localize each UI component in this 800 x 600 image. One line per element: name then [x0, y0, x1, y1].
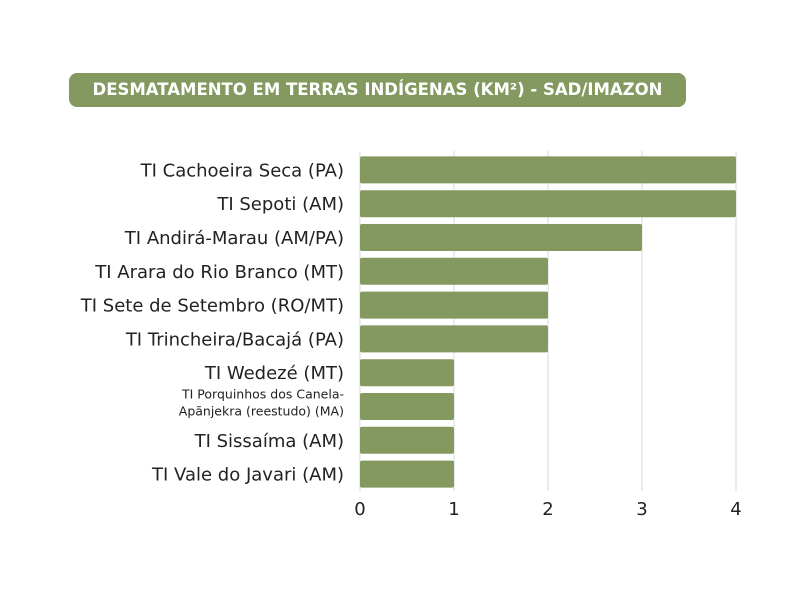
bar-9 — [360, 460, 454, 488]
x-tick-label-1: 1 — [448, 499, 459, 520]
category-label-3: TI Arara do Rio Branco (MT) — [94, 262, 344, 283]
category-label-0: TI Cachoeira Seca (PA) — [140, 160, 344, 181]
category-label-4: TI Sete de Setembro (RO/MT) — [80, 296, 344, 317]
bars — [360, 156, 736, 488]
category-label-9: TI Vale do Javari (AM) — [151, 465, 344, 486]
x-tick-label-0: 0 — [354, 499, 365, 520]
category-label-7: TI Porquinhos dos Canela-Apãnjekra (rees… — [179, 387, 344, 419]
category-label-2: TI Andirá-Marau (AM/PA) — [124, 228, 344, 249]
chart-title: DESMATAMENTO EM TERRAS INDÍGENAS (KM²) -… — [69, 73, 686, 107]
bar-3 — [360, 257, 548, 285]
x-tick-label-4: 4 — [730, 499, 741, 520]
bar-7 — [360, 393, 454, 420]
bar-2 — [360, 224, 642, 251]
bar-6 — [360, 359, 454, 387]
category-label-6: TI Wedezé (MT) — [204, 363, 344, 384]
bar-5 — [360, 325, 548, 353]
bar-1 — [360, 190, 736, 218]
bar-0 — [360, 156, 736, 184]
category-labels: TI Cachoeira Seca (PA) TI Sepoti (AM) TI A… — [80, 160, 344, 485]
bar-8 — [360, 426, 454, 454]
category-label-5: TI Trincheira/Bacajá (PA) — [125, 329, 344, 350]
category-label-1: TI Sepoti (AM) — [216, 194, 344, 215]
bar-4 — [360, 291, 548, 319]
x-tick-label-2: 2 — [542, 499, 553, 520]
x-tick-label-3: 3 — [636, 499, 647, 520]
category-label-8: TI Sissaíma (AM) — [194, 431, 344, 452]
x-axis-ticks: 0 1 2 3 4 — [354, 499, 741, 520]
